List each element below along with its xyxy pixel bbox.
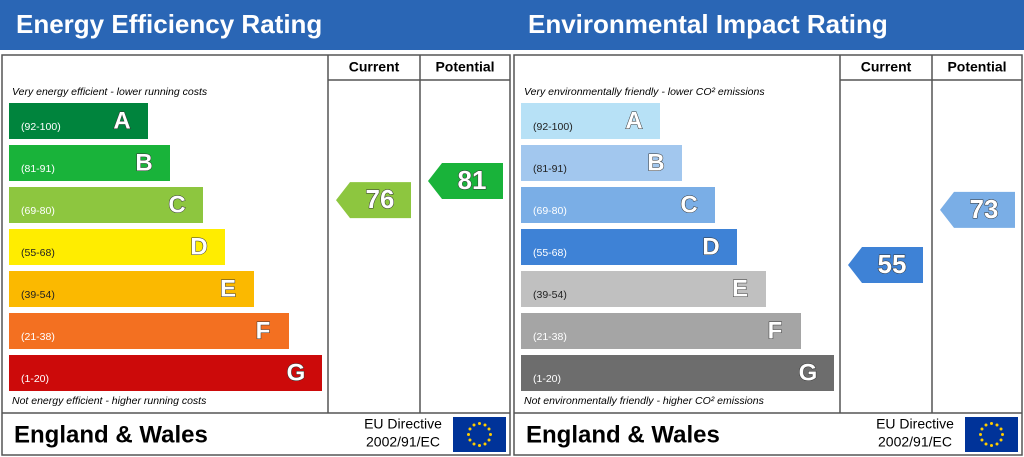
rating-arrow [848,247,923,283]
header-current: Current [349,59,400,75]
band-range: (69-80) [533,205,567,217]
rating-value: 76 [366,184,395,214]
top-note: Very energy efficient - lower running co… [12,86,208,98]
band-letter: C [168,191,185,218]
title-bar [512,0,1024,50]
rating-band [9,229,225,265]
band-letter: D [190,233,207,260]
directive-line1: EU Directive [364,416,442,432]
rating-value: 55 [878,249,907,279]
top-note: Very environmentally friendly - lower CO… [524,86,765,98]
flag-star [995,423,999,427]
band-letter: A [625,107,642,134]
flag-star [487,427,491,431]
header-potential: Potential [435,59,494,75]
directive-line2: 2002/91/EC [878,434,952,450]
band-range: (92-100) [533,121,573,133]
band-range: (39-54) [533,289,567,301]
flag-star [979,433,982,436]
flag-star [468,427,472,431]
rating-band [9,103,148,139]
directive-line2: 2002/91/EC [366,434,440,450]
band-letter: B [647,149,664,176]
rating-value: 73 [970,194,999,224]
band-range: (21-38) [533,331,567,343]
rating-arrow [940,191,1015,228]
footer-region: England & Wales [526,421,720,448]
bottom-note: Not environmentally friendly - higher CO… [524,395,765,407]
flag-star [489,433,492,436]
band-range: (1-20) [21,373,49,385]
flag-star [487,438,491,442]
flag-star [984,442,988,446]
footer-region: England & Wales [14,421,208,448]
flag-star [999,427,1003,431]
bottom-note: Not energy efficient - higher running co… [12,395,207,407]
band-letter: E [732,275,748,302]
flag-star [990,422,993,425]
directive-line1: EU Directive [876,416,954,432]
band-letter: A [113,107,130,134]
flag-star [468,438,472,442]
flag-star [1001,433,1004,436]
title-bar [0,0,512,50]
band-letter: G [287,359,306,386]
rating-arrow [336,182,411,219]
rating-band [521,271,766,307]
rating-band [521,313,801,349]
band-range: (81-91) [533,163,567,175]
band-range: (21-38) [21,331,55,343]
flag-star [478,422,481,425]
flag-star [984,423,988,427]
panel-title: Environmental Impact Rating [528,9,888,39]
header-current: Current [861,59,912,75]
band-letter: F [768,317,783,344]
rating-band [9,313,289,349]
flag-star [467,433,470,436]
flag-star [483,442,487,446]
band-range: (55-68) [21,247,55,259]
band-range: (92-100) [21,121,61,133]
rating-band [9,271,254,307]
rating-band [521,229,737,265]
rating-arrow [428,163,503,199]
flag-star [472,423,476,427]
band-range: (1-20) [533,373,561,385]
rating-band [521,103,660,139]
flag-star [980,438,984,442]
flag-star [995,442,999,446]
band-letter: D [702,233,719,260]
band-letter: C [680,191,697,218]
flag-star [472,442,476,446]
flag-star [483,423,487,427]
band-letter: B [135,149,152,176]
band-range: (81-91) [21,163,55,175]
flag-star [990,444,993,447]
band-letter: E [220,275,236,302]
rating-band [521,145,682,181]
band-letter: G [799,359,818,386]
header-potential: Potential [947,59,1006,75]
flag-star [999,438,1003,442]
rating-band [521,355,834,391]
rating-band [9,355,322,391]
band-range: (69-80) [21,205,55,217]
flag-star [980,427,984,431]
band-range: (55-68) [533,247,567,259]
band-letter: F [256,317,271,344]
flag-star [478,444,481,447]
rating-band [521,187,715,223]
rating-band [9,187,203,223]
rating-band [9,145,170,181]
rating-value: 81 [458,165,487,195]
panel-title: Energy Efficiency Rating [16,9,322,39]
band-range: (39-54) [21,289,55,301]
